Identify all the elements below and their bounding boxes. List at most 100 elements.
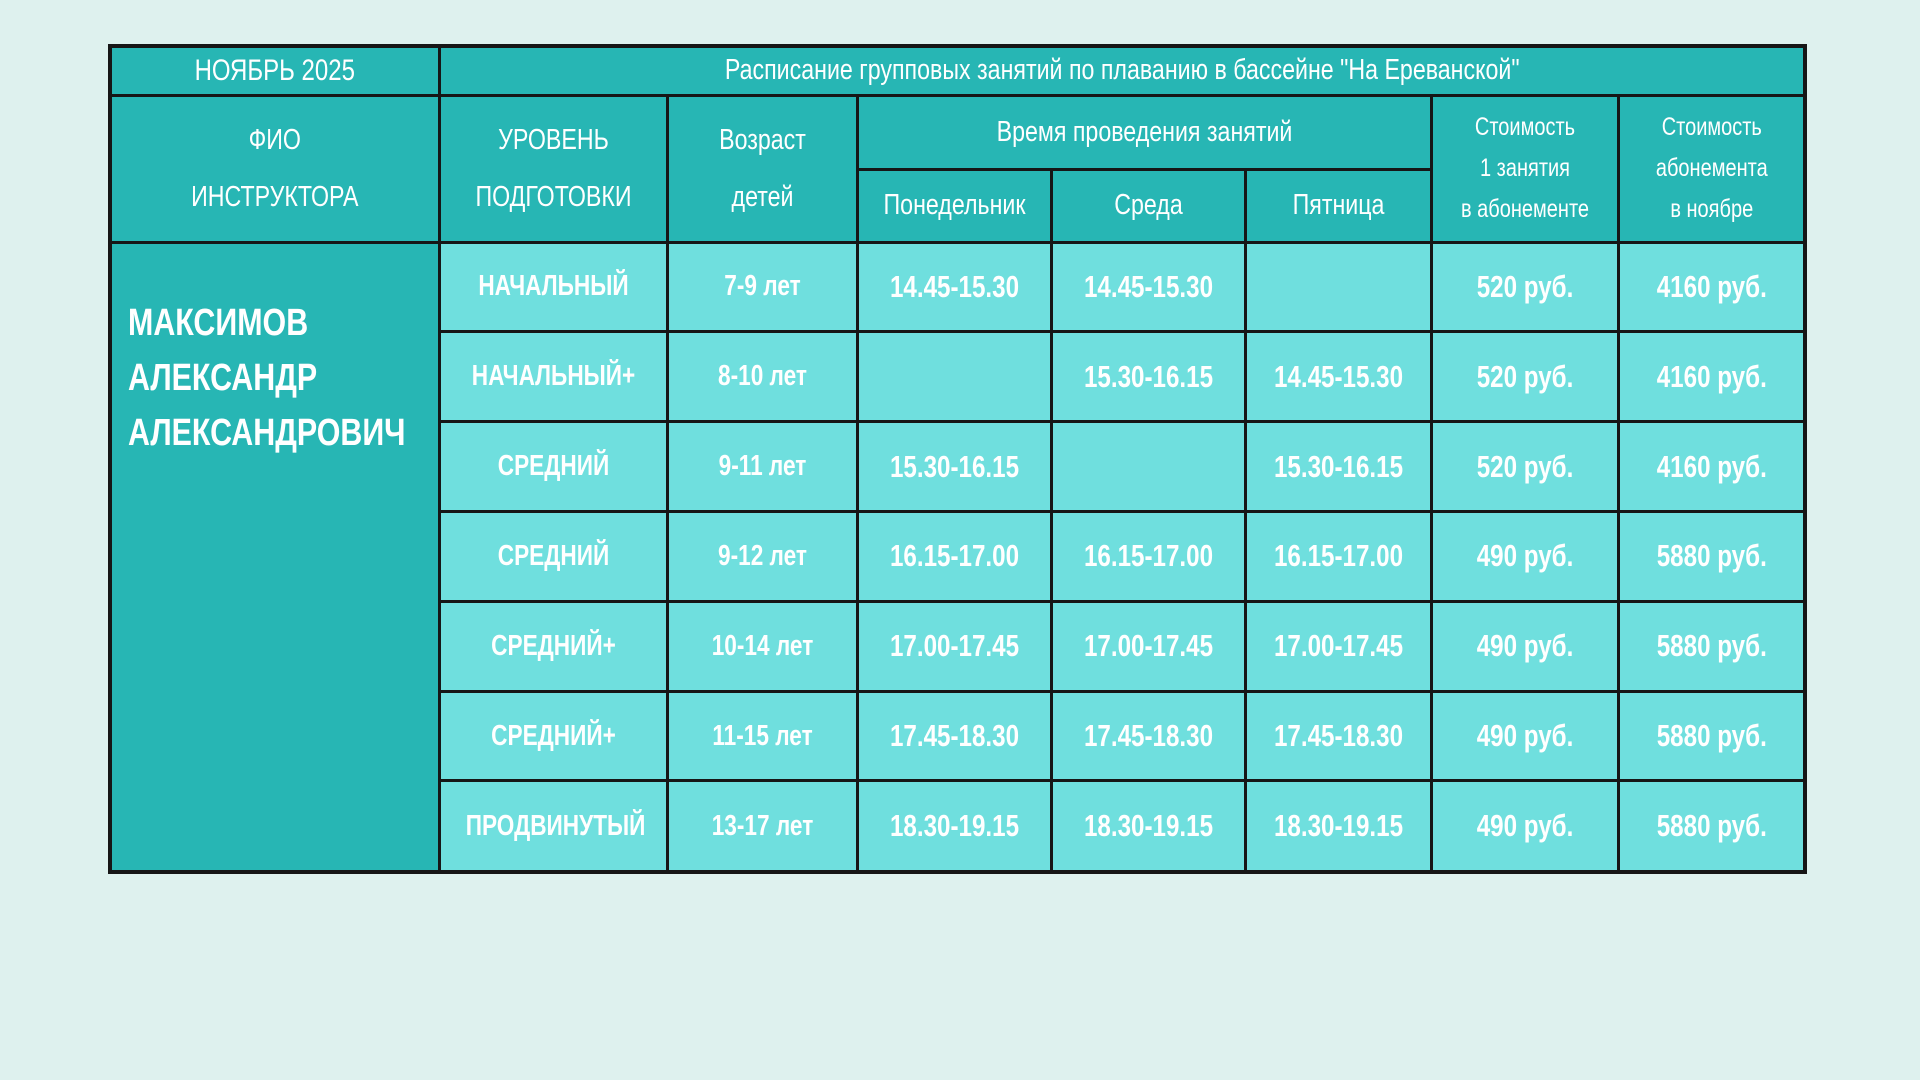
header-day-wednesday: Среда <box>1049 167 1247 244</box>
month-cell: НОЯБРЬ 2025 <box>108 44 441 97</box>
abon-label: 5880 руб. <box>1656 628 1767 664</box>
header-price-abon: Стоимость абонемента в ноябре <box>1616 93 1807 244</box>
header-age-line2: детей <box>731 180 793 213</box>
time-cell-monday: 14.45-15.30 <box>855 240 1053 334</box>
table-row: СРЕДНИЙ 9-11 лет 15.30-16.15 15.30-16.15… <box>110 420 1807 513</box>
level-label: НАЧАЛЬНЫЙ <box>477 270 629 303</box>
level-cell: СРЕДНИЙ+ <box>437 599 669 693</box>
header-day-wednesday-label: Среда <box>1113 189 1183 221</box>
price-lesson-cell: 490 руб. <box>1429 689 1620 783</box>
age-label: 7-9 лет <box>723 270 801 303</box>
age-label: 8-10 лет <box>717 360 807 393</box>
time-cell-monday: 17.00-17.45 <box>855 599 1053 693</box>
level-cell: ПРОДВИНУТЫЙ <box>437 779 669 874</box>
table-row: НАЧАЛЬНЫЙ+ 8-10 лет 15.30-16.15 14.45-15… <box>110 330 1807 424</box>
price-lesson-cell: 520 руб. <box>1429 240 1620 334</box>
table-row: ПРОДВИНУТЫЙ 13-17 лет 18.30-19.15 18.30-… <box>110 779 1807 874</box>
header-day-monday: Понедельник <box>855 167 1053 244</box>
header-instructor-line1: ФИО <box>248 123 301 156</box>
abon-label: 5880 руб. <box>1656 808 1767 844</box>
header-price-lesson-line3: в абонементе <box>1460 195 1589 223</box>
header-price-lesson-line2: 1 занятия <box>1479 154 1570 182</box>
age-cell: 8-10 лет <box>665 330 859 424</box>
price-label: 520 руб. <box>1476 448 1573 484</box>
time-cell-monday: 15.30-16.15 <box>855 420 1053 513</box>
time-cell-wednesday: 17.00-17.45 <box>1049 599 1247 693</box>
time-label: 17.00-17.45 <box>889 628 1019 664</box>
time-cell-friday: 17.00-17.45 <box>1243 599 1433 693</box>
age-label: 9-11 лет <box>718 450 806 483</box>
time-label: 17.45-18.30 <box>889 718 1019 754</box>
time-label: 18.30-19.15 <box>1083 808 1213 844</box>
header-price-abon-line1: Стоимость <box>1661 113 1762 141</box>
time-cell-friday: 18.30-19.15 <box>1243 779 1433 874</box>
header-day-friday-label: Пятница <box>1292 189 1384 221</box>
level-cell: СРЕДНИЙ+ <box>437 689 669 783</box>
price-label: 490 руб. <box>1476 718 1573 754</box>
age-cell: 11-15 лет <box>665 689 859 783</box>
level-cell: СРЕДНИЙ <box>437 509 669 603</box>
price-abon-cell: 5880 руб. <box>1616 689 1807 783</box>
table-row: СРЕДНИЙ+ 11-15 лет 17.45-18.30 17.45-18.… <box>110 689 1807 783</box>
price-label: 490 руб. <box>1476 628 1573 664</box>
level-label: СРЕДНИЙ+ <box>490 719 616 752</box>
header-price-lesson-line1: Стоимость <box>1474 113 1575 141</box>
header-level-line2: ПОДГОТОВКИ <box>474 180 632 213</box>
time-cell-monday: 16.15-17.00 <box>855 509 1053 603</box>
time-label: 18.30-19.15 <box>889 808 1019 844</box>
age-label: 13-17 лет <box>711 809 813 842</box>
table-row: СРЕДНИЙ 9-12 лет 16.15-17.00 16.15-17.00… <box>110 509 1807 603</box>
level-cell: НАЧАЛЬНЫЙ <box>437 240 669 334</box>
price-abon-cell: 5880 руб. <box>1616 779 1807 874</box>
time-label: 17.00-17.45 <box>1273 628 1403 664</box>
level-label: ПРОДВИНУТЫЙ <box>465 809 645 842</box>
time-label: 18.30-19.15 <box>1273 808 1403 844</box>
abon-label: 4160 руб. <box>1656 448 1767 484</box>
instructor-surname: МАКСИМОВ <box>128 301 309 344</box>
price-abon-cell: 4160 руб. <box>1616 420 1807 513</box>
time-label: 15.30-16.15 <box>889 448 1019 484</box>
abon-label: 4160 руб. <box>1656 358 1767 394</box>
abon-label: 5880 руб. <box>1656 538 1767 574</box>
table-row: МАКСИМОВ АЛЕКСАНДР АЛЕКСАНДРОВИЧ НАЧАЛЬН… <box>108 240 1807 874</box>
age-label: 9-12 лет <box>717 539 807 572</box>
header-time: Время проведения занятий <box>855 93 1433 171</box>
price-label: 520 руб. <box>1476 268 1573 304</box>
price-label: 490 руб. <box>1476 808 1573 844</box>
header-time-label: Время проведения занятий <box>996 115 1292 148</box>
abon-label: 4160 руб. <box>1656 268 1767 304</box>
header-price-abon-line3: в ноябре <box>1669 195 1753 223</box>
header-instructor-line2: ИНСТРУКТОРА <box>191 180 359 213</box>
time-cell-friday: 15.30-16.15 <box>1243 420 1433 513</box>
level-label: СРЕДНИЙ <box>497 539 609 572</box>
price-abon-cell: 5880 руб. <box>1616 509 1807 603</box>
time-cell-friday: 17.45-18.30 <box>1243 689 1433 783</box>
time-cell-wednesday: 17.45-18.30 <box>1049 689 1247 783</box>
time-label: 14.45-15.30 <box>1273 358 1403 394</box>
time-cell-friday: 16.15-17.00 <box>1243 509 1433 603</box>
price-label: 490 руб. <box>1476 538 1573 574</box>
time-label: 14.45-15.30 <box>1083 268 1213 304</box>
time-label: 17.45-18.30 <box>1083 718 1213 754</box>
month-label: НОЯБРЬ 2025 <box>194 53 355 87</box>
header-day-monday-label: Понедельник <box>883 189 1025 221</box>
header-day-friday: Пятница <box>1243 167 1433 244</box>
abon-label: 5880 руб. <box>1656 718 1767 754</box>
table-title: Расписание групповых занятий по плаванию… <box>724 54 1520 87</box>
level-cell: СРЕДНИЙ <box>437 420 669 513</box>
time-cell-friday: 14.45-15.30 <box>1243 330 1433 424</box>
price-lesson-cell: 490 руб. <box>1429 779 1620 874</box>
time-cell-monday <box>855 330 1053 424</box>
header-age: Возраст детей <box>665 93 859 244</box>
time-label: 16.15-17.00 <box>1273 538 1403 574</box>
time-cell-wednesday: 14.45-15.30 <box>1049 240 1247 334</box>
table-row: СРЕДНИЙ+ 10-14 лет 17.00-17.45 17.00-17.… <box>110 599 1807 693</box>
age-label: 11-15 лет <box>711 719 813 752</box>
time-label: 16.15-17.00 <box>889 538 1019 574</box>
time-label: 14.45-15.30 <box>889 268 1019 304</box>
age-label: 10-14 лет <box>711 629 813 662</box>
price-label: 520 руб. <box>1476 358 1573 394</box>
time-label: 17.45-18.30 <box>1273 718 1403 754</box>
price-lesson-cell: 520 руб. <box>1429 420 1620 513</box>
swimming-schedule-table: НОЯБРЬ 2025 Расписание групповых занятий… <box>108 44 1808 874</box>
